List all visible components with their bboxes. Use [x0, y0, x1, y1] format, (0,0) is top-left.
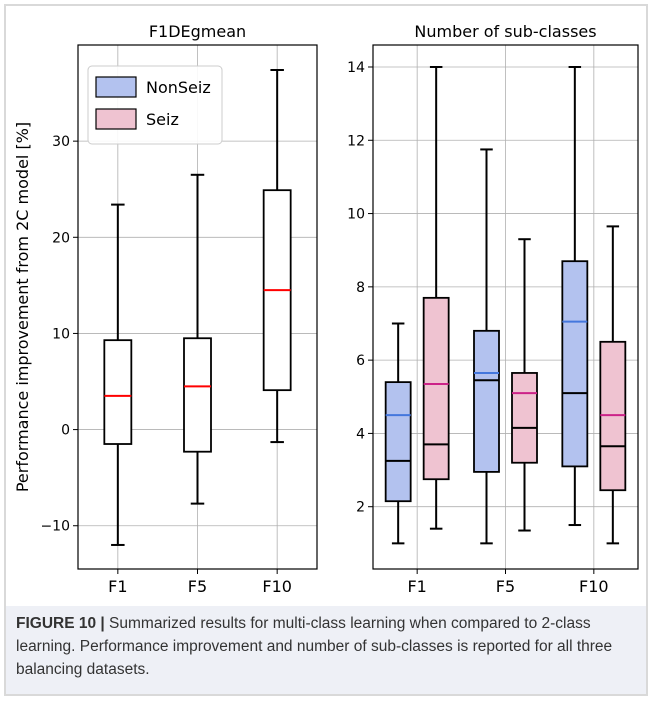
x-tick-label: F5 [188, 577, 207, 596]
figure-caption: FIGURE 10 | Summarized results for multi… [16, 612, 636, 681]
chart-performance-improvement: −10 0 10 20 30 F1 F5 F10 F1DEgmean Performance im… [13, 22, 318, 596]
x-tick-label: F10 [579, 577, 609, 596]
legend-swatch [95, 76, 137, 98]
y-tick-label: 14 [347, 60, 365, 76]
y-tick-label: 20 [52, 230, 70, 246]
x-tick-label: F1 [407, 577, 426, 596]
figure-frame [4, 4, 648, 696]
chart-title: Number of sub-classes [414, 22, 596, 41]
box-iqr [473, 329, 500, 473]
caption-label: FIGURE 10 | [16, 615, 105, 632]
legend-swatch [95, 108, 137, 130]
y-tick-label: 4 [356, 426, 365, 442]
legend: NonSeiz Seiz [87, 65, 223, 145]
y-tick-label: −10 [40, 519, 70, 535]
legend-label: NonSeiz [146, 78, 211, 97]
y-tick-label: 10 [52, 326, 70, 342]
y-tick-label: 6 [356, 353, 365, 369]
y-tick-label: 10 [347, 207, 365, 223]
y-tick-label: 2 [356, 500, 365, 516]
chart-number-of-subclasses: 2 4 6 8 10 12 14 F1 F5 F10 Number of sub-classes [347, 22, 639, 596]
box-iqr [103, 339, 133, 445]
charts-canvas: −10 0 10 20 30 F1 F5 F10 F1DEgmean Performance im… [13, 22, 639, 596]
box-iqr [384, 381, 412, 503]
y-tick-label: 30 [52, 134, 70, 150]
y-tick-label: 0 [61, 423, 70, 439]
caption-background [6, 606, 646, 694]
y-tick-label: 12 [347, 133, 365, 149]
box-iqr [183, 337, 212, 453]
x-tick-label: F10 [262, 577, 292, 596]
x-tick-label: F1 [108, 577, 127, 596]
plot-frame [372, 44, 639, 570]
box-iqr [511, 372, 538, 464]
x-tick-label: F5 [496, 577, 515, 596]
box-iqr [561, 260, 589, 468]
chart-title: F1DEgmean [149, 22, 246, 41]
legend-label: Seiz [146, 110, 179, 129]
y-tick-label: 8 [356, 280, 365, 296]
caption-text: Summarized results for multi-class learn… [16, 615, 613, 678]
box-iqr [422, 296, 450, 481]
plot-frame [77, 44, 318, 570]
y-axis-label: Performance improvement from 2C model [%… [13, 122, 32, 492]
